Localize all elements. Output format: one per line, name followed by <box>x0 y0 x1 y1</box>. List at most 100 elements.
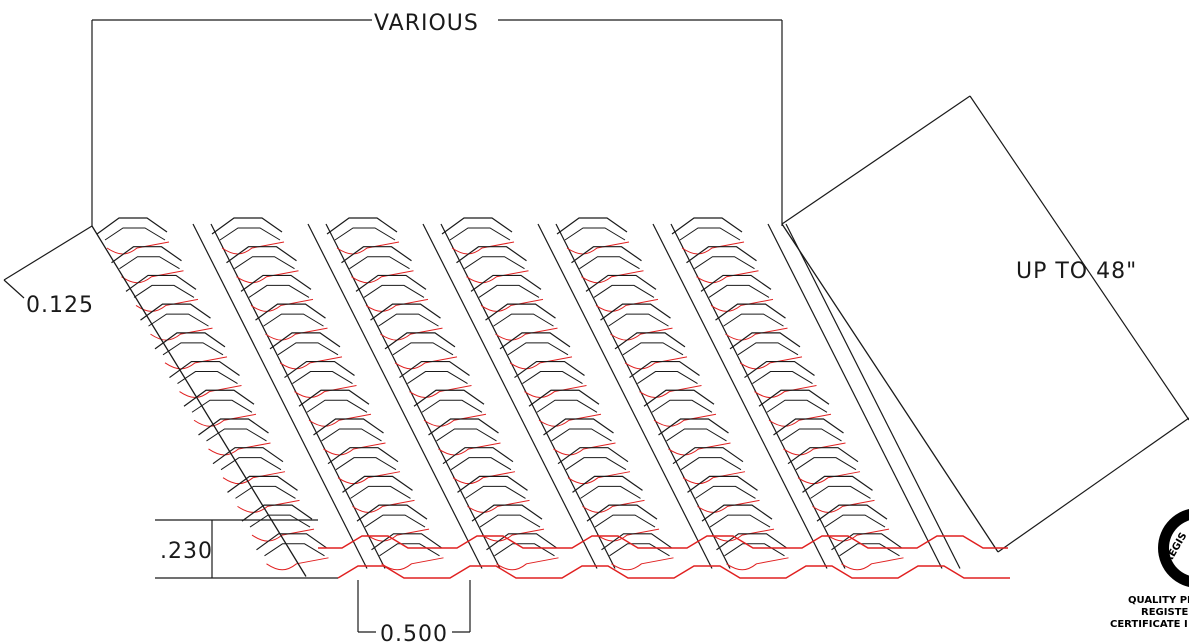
panel-bottom-profile <box>318 535 1008 549</box>
strand-ridge <box>327 447 399 465</box>
strand-inner-ridge <box>263 313 324 327</box>
strand-ridge <box>557 447 629 465</box>
strand-ridge <box>342 475 413 493</box>
strand-inner-ridge <box>421 399 483 413</box>
strand-lower-edge <box>681 241 745 255</box>
strand-lower-edge <box>538 413 602 427</box>
strand-ridge <box>154 332 226 350</box>
strand-lower-edge <box>381 557 444 571</box>
strand-lower-edge <box>610 327 673 341</box>
strand-lower-edge <box>380 327 443 341</box>
strand-lower-edge <box>135 298 199 312</box>
strand-ridge <box>111 246 182 264</box>
strand-inner-ridge <box>264 543 325 557</box>
strand-lower-edge <box>496 557 559 571</box>
bearing-bar-edge <box>670 223 846 569</box>
strand-inner-ridge <box>810 485 871 499</box>
strand-ridge <box>356 504 428 522</box>
strand-inner-ridge <box>235 485 296 499</box>
bearing-bar-edge <box>555 223 731 569</box>
strand-lower-edge <box>480 298 544 312</box>
strand-inner-ridge <box>637 371 698 384</box>
strand-ridge <box>241 504 313 522</box>
strand-inner-ridge <box>679 227 741 241</box>
strand-ridge <box>556 217 628 235</box>
strand-ridge <box>773 418 844 436</box>
strand-ridge <box>255 303 326 321</box>
bearing-bar-edge <box>325 223 501 569</box>
strand-ridge <box>456 246 527 264</box>
strand-lower-edge <box>265 327 328 341</box>
strand-ridge <box>183 389 255 407</box>
strand-lower-edge <box>438 442 501 456</box>
strand-lower-edge <box>481 528 545 542</box>
strand-inner-ridge <box>119 256 180 270</box>
strand-lower-edge <box>236 270 299 284</box>
strand-inner-ridge <box>335 457 397 471</box>
strand-ridge <box>140 303 211 321</box>
strand-lower-edge <box>423 413 487 427</box>
strand-lower-edge <box>739 356 803 370</box>
bearing-bar-edge <box>767 223 943 569</box>
strand-inner-ridge <box>666 428 727 442</box>
strand-lower-edge <box>279 356 343 370</box>
grating-panel <box>91 217 1010 579</box>
strand-ridge <box>96 217 168 235</box>
strand-ridge <box>457 475 528 493</box>
strand-ridge <box>269 332 341 350</box>
length-dimension-label: UP TO 48" <box>1016 259 1137 284</box>
strand-inner-ridge <box>464 256 525 270</box>
strand-lower-edge <box>624 356 688 370</box>
strand-lower-edge <box>208 442 271 456</box>
strand-inner-ridge <box>824 514 886 528</box>
strand-inner-ridge <box>737 342 799 356</box>
strand-ridge <box>686 246 757 264</box>
strand-lower-edge <box>668 442 731 456</box>
strand-inner-ridge <box>723 313 784 327</box>
strand-inner-ridge <box>465 485 526 499</box>
strand-ridge <box>586 504 658 522</box>
strand-lower-edge <box>682 471 746 485</box>
strand-inner-ridge <box>479 514 541 528</box>
strand-lower-edge <box>452 471 516 485</box>
strand-ridge <box>729 332 801 350</box>
strand-inner-ridge <box>694 256 755 270</box>
strand-ridge <box>399 360 470 379</box>
strand-inner-ridge <box>449 227 511 241</box>
bearing-bar-edge <box>652 223 828 569</box>
strand-inner-ridge <box>350 485 411 499</box>
strand-inner-ridge <box>708 284 770 298</box>
strand-inner-ridge <box>436 428 497 442</box>
strand-inner-ridge <box>680 457 742 471</box>
strand-ridge <box>198 418 269 436</box>
strand-ridge <box>341 246 412 264</box>
height-dimension-label: .230 <box>160 539 213 564</box>
seal-line-2: REGISTER <box>1141 607 1189 618</box>
strand-lower-edge <box>323 442 386 456</box>
strand-ridge <box>326 217 398 235</box>
strand-lower-edge <box>221 241 285 255</box>
strand-inner-ridge <box>177 371 238 384</box>
strand-lower-edge <box>106 241 170 255</box>
seal-line-3: CERTIFICATE I <box>1110 619 1188 630</box>
quality-seal-logo: REGIS QUALITY PI REGISTER CERTIFICATE I <box>1110 509 1189 630</box>
strand-lower-edge <box>611 557 674 571</box>
strand-inner-ridge <box>133 284 195 298</box>
strand-lower-edge <box>567 471 631 485</box>
strand-lower-edge <box>266 557 329 571</box>
strand-inner-ridge <box>104 227 166 241</box>
strand-ridge <box>571 246 642 264</box>
strand-ridge <box>701 504 773 522</box>
strand-inner-ridge <box>608 313 669 327</box>
strand-lower-edge <box>596 528 660 542</box>
strand-inner-ridge <box>752 371 813 384</box>
strand-ridge <box>384 332 456 350</box>
bearing-bar-edge <box>307 223 483 569</box>
strand-ridge <box>371 533 442 551</box>
strand-lower-edge <box>237 499 300 513</box>
strand-ridge <box>212 447 284 465</box>
strand-inner-ridge <box>724 543 785 557</box>
strand-lower-edge <box>797 471 861 485</box>
strand-lower-edge <box>754 385 817 399</box>
various-dimension-label: VARIOUS <box>374 11 479 36</box>
